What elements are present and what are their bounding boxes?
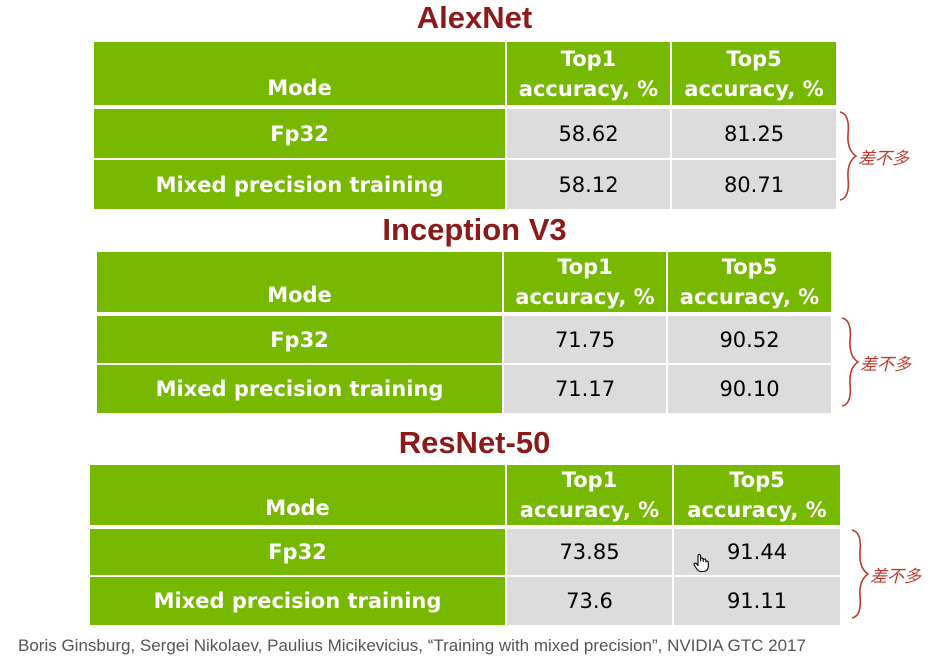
top1-header-line1: Top1: [557, 255, 613, 279]
top5-header-line1: Top5: [729, 468, 785, 492]
top1-header-line2: accuracy, %: [518, 76, 659, 101]
table-header-row: Mode Top1 accuracy, % Top5 accuracy, %: [88, 463, 842, 528]
citation: Boris Ginsburg, Sergei Nikolaev, Paulius…: [18, 636, 806, 655]
row-mode-label: Fp32: [88, 525, 507, 577]
hand-cursor-icon: [693, 553, 709, 573]
inception-title: Inception V3: [382, 212, 567, 247]
table-row: Mixed precision training 73.6 91.11: [88, 575, 842, 627]
inception-annotation: 差不多: [840, 316, 920, 408]
top5-value: 91.11: [672, 575, 842, 627]
top5-header-line2: accuracy, %: [679, 285, 820, 309]
top5-header: Top5 accuracy, %: [672, 463, 842, 528]
top1-header: Top1 accuracy, %: [505, 463, 674, 528]
row-mode-label: Mixed precision training: [88, 575, 507, 627]
top5-header-line2: accuracy, %: [684, 76, 824, 101]
table-row: Fp32 58.62 81.25: [92, 105, 838, 160]
top5-header-line2: accuracy, %: [687, 498, 827, 522]
table-row: Mixed precision training 58.12 80.71: [92, 158, 838, 211]
row-mode-label: Fp32: [95, 312, 504, 365]
alexnet-title: AlexNet: [416, 0, 533, 35]
handwritten-note: 差不多: [870, 567, 921, 587]
top5-value: 80.71: [670, 158, 838, 211]
top5-header: Top5 accuracy, %: [666, 250, 833, 315]
row-mode-label: Mixed precision training: [95, 363, 504, 415]
table-header-row: Mode Top1 accuracy, % Top5 accuracy, %: [95, 250, 833, 315]
table-header-row: Mode Top1 accuracy, % Top5 accuracy, %: [92, 40, 838, 108]
mode-header: Mode: [88, 463, 507, 528]
mode-header: Mode: [95, 250, 504, 315]
row-mode-label: Mixed precision training: [92, 158, 507, 211]
row-mode-label: Fp32: [92, 105, 507, 160]
resnet-title: ResNet-50: [398, 425, 551, 460]
top1-header-line2: accuracy, %: [519, 498, 660, 522]
top1-header: Top1 accuracy, %: [505, 40, 672, 108]
top5-header: Top5 accuracy, %: [670, 40, 838, 108]
resnet-table: Mode Top1 accuracy, % Top5 accuracy, % F…: [88, 463, 842, 627]
table-row: Fp32 71.75 90.52: [95, 312, 833, 365]
alexnet-table: Mode Top1 accuracy, % Top5 accuracy, % F…: [92, 40, 838, 211]
top1-value: 58.12: [505, 158, 672, 211]
top1-header-line2: accuracy, %: [515, 285, 655, 309]
top1-value: 58.62: [505, 105, 672, 160]
handwritten-note: 差不多: [858, 149, 909, 169]
top1-header: Top1 accuracy, %: [502, 250, 668, 315]
inception-table: Mode Top1 accuracy, % Top5 accuracy, % F…: [95, 250, 833, 415]
handwritten-note: 差不多: [860, 355, 911, 375]
brace-icon: [839, 111, 858, 201]
brace-icon: [841, 317, 860, 407]
table-row: Mixed precision training 71.17 90.10: [95, 363, 833, 415]
top1-value: 73.6: [505, 575, 674, 627]
top1-value: 71.75: [502, 312, 668, 365]
top1-header-line1: Top1: [560, 46, 617, 71]
top5-header-line1: Top5: [726, 46, 782, 71]
top5-value: 90.10: [666, 363, 833, 415]
brace-icon: [851, 529, 870, 619]
top1-value: 73.85: [505, 525, 674, 577]
top5-value: 91.44: [672, 525, 842, 577]
top5-header-line1: Top5: [721, 255, 778, 279]
top1-value: 71.17: [502, 363, 668, 415]
top5-value: 81.25: [670, 105, 838, 160]
table-row: Fp32 73.85 91.44: [88, 525, 842, 577]
top5-value: 90.52: [666, 312, 833, 365]
resnet-annotation: 差不多: [850, 528, 930, 620]
top1-header-line1: Top1: [561, 468, 618, 492]
mode-header: Mode: [92, 40, 507, 108]
alexnet-annotation: 差不多: [838, 110, 918, 202]
